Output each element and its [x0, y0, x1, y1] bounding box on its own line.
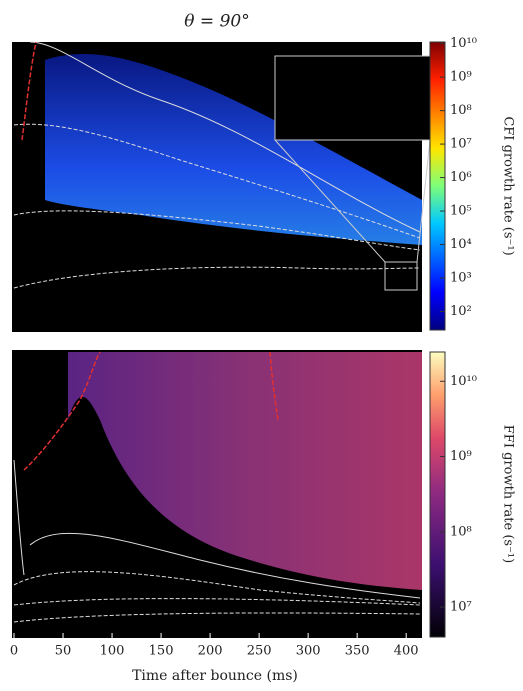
colorbar-bottom [429, 351, 446, 638]
x-tick-label: 100 [100, 644, 125, 659]
colorbar-tick-label: 10⁸ [450, 103, 472, 118]
colorbar-tick-label: 10⁵ [450, 204, 472, 219]
colorbar-top [429, 41, 446, 331]
title: θ = 90° [184, 12, 249, 32]
panel-bottom-art [12, 350, 422, 638]
x-tick-label: 250 [247, 644, 272, 659]
colorbar-tick-label: 10⁹ [450, 70, 472, 85]
x-tick-label: 400 [394, 644, 419, 659]
colorbar-tick-label: 10⁴ [450, 237, 472, 252]
x-tick-label: 0 [10, 644, 18, 659]
x-tick-label: 150 [149, 644, 174, 659]
x-tick-label: 350 [345, 644, 370, 659]
colorbar-tick-label: 10⁷ [450, 600, 472, 615]
colorbar-tick-label: 10¹⁰ [450, 36, 477, 51]
colorbar-label: FFI growth rate (s⁻¹) [501, 425, 516, 563]
x-tick-label: 50 [55, 644, 72, 659]
colorbar-tick-label: 10³ [450, 271, 472, 286]
colorbar-tick-label: 10² [450, 304, 472, 319]
colorbar-tick-label: 10⁷ [450, 137, 472, 152]
colorbar-tick-label: 10⁸ [450, 524, 472, 539]
x-tick-label: 300 [296, 644, 321, 659]
colorbar-tick-label: 10¹⁰ [450, 374, 477, 389]
colorbar-tick-label: 10⁹ [450, 449, 472, 464]
x-tick-label: 200 [198, 644, 223, 659]
colorbar-tick-label: 10⁶ [450, 170, 472, 185]
colorbar-label: CFI growth rate (s⁻¹) [501, 116, 516, 255]
x-axis-label: Time after bounce (ms) [132, 668, 298, 684]
panel-top-art [12, 41, 431, 332]
